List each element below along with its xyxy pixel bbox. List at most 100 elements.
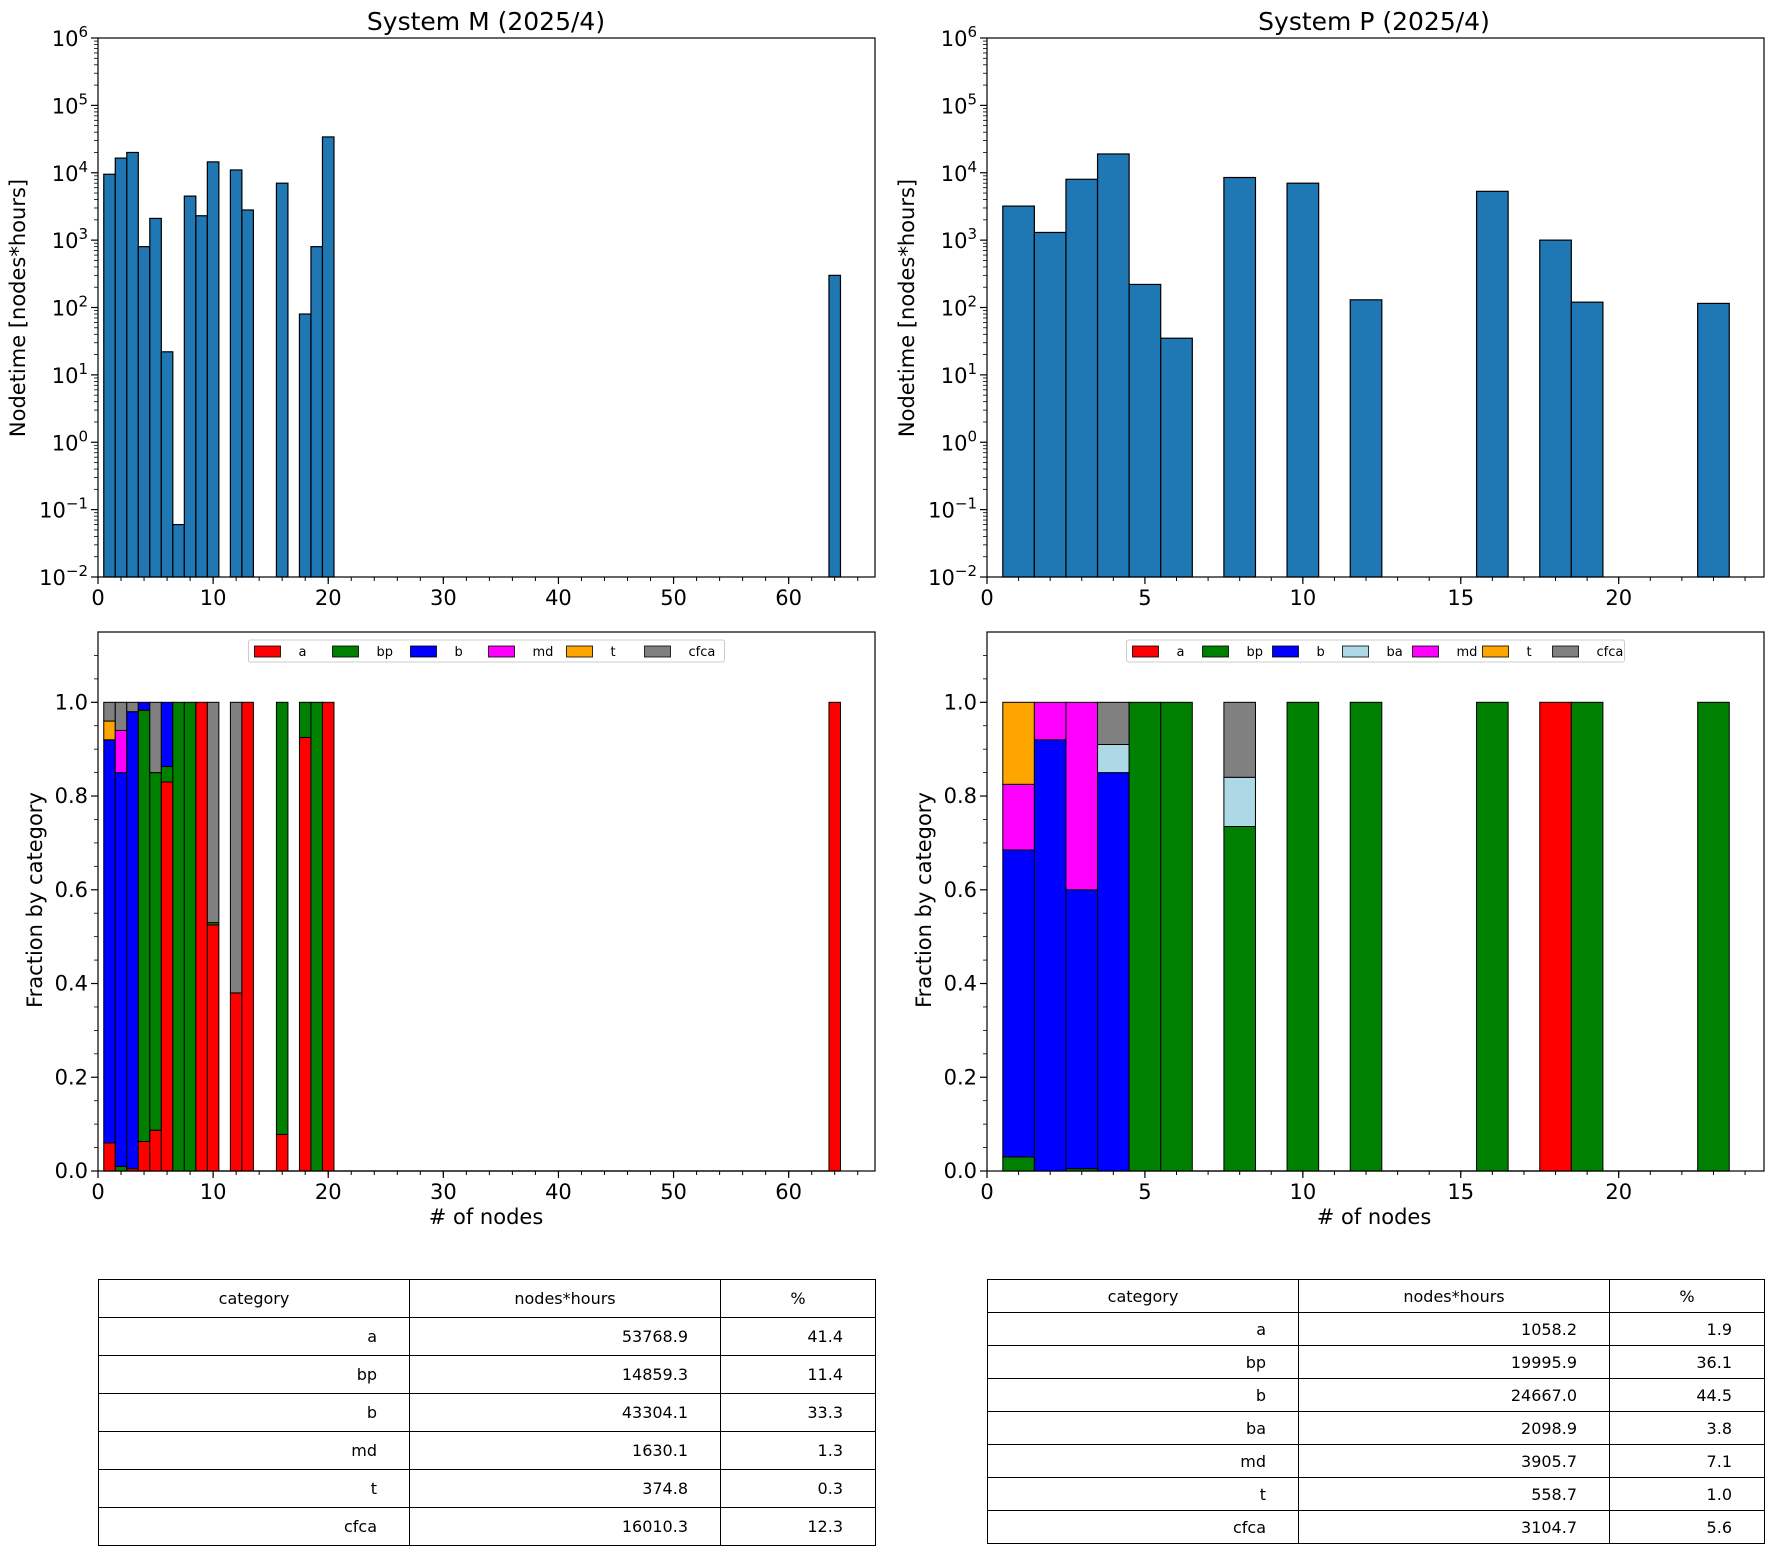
legend-label-md: md [533, 645, 554, 660]
legend-swatch-t [1482, 645, 1509, 658]
cell-nodes-hours: 2098.9 [1298, 1411, 1610, 1445]
y-label-bottom-m: Fraction by category [23, 792, 47, 1008]
bar-segment-ba [1223, 776, 1256, 828]
bar-segment-t [1002, 701, 1035, 785]
cell-category: b [98, 1393, 410, 1432]
legend-swatch-t [566, 645, 593, 658]
bar-segment-a [828, 701, 841, 1172]
bar-segment-a [206, 924, 220, 1172]
chart-title-p: System P (2025/4) [1258, 7, 1490, 36]
cell-category: md [987, 1444, 1299, 1478]
bar [126, 151, 139, 578]
legend-label-bp: bp [377, 645, 394, 660]
cell-category: a [987, 1312, 1299, 1346]
y-label-top-m: Nodetime [nodes*hours] [6, 179, 30, 437]
y-tick-label: 0.4 [55, 972, 88, 996]
cell-percent: 1.0 [1609, 1477, 1765, 1511]
cell-percent: 1.9 [1609, 1312, 1765, 1346]
table-row: md 3905.7 7.1 [987, 1444, 1765, 1478]
bar-segment-bp [310, 701, 323, 1172]
bar [172, 523, 185, 578]
x-tick-label: 0 [980, 1180, 993, 1204]
cell-category: md [98, 1431, 410, 1470]
bar-segment-bp [183, 701, 197, 1172]
legend-label-a: a [1177, 645, 1185, 660]
cell-percent: 0.3 [720, 1469, 876, 1508]
cell-category: t [987, 1477, 1299, 1511]
y-tick-label: 0.4 [944, 972, 977, 996]
bar [206, 161, 220, 578]
cell-nodes-hours: 53768.9 [409, 1317, 721, 1356]
table-row: ba 2098.9 3.8 [987, 1411, 1765, 1445]
bar-segment-bp [1476, 701, 1509, 1172]
legend-label-b: b [1317, 645, 1325, 660]
cell-nodes-hours: 558.7 [1298, 1477, 1610, 1511]
bar-segment-b [160, 701, 174, 768]
cell-nodes-hours: 43304.1 [409, 1393, 721, 1432]
bar-segment-bp [1697, 701, 1730, 1172]
y-tick-label: 0.2 [55, 1065, 88, 1089]
bar [1697, 302, 1730, 578]
cell-percent: 41.4 [720, 1317, 876, 1356]
x-tick-label: 50 [660, 586, 687, 610]
bar-segment-bp [160, 766, 174, 783]
x-tick-label: 10 [1289, 586, 1316, 610]
bar-segment-cfca [149, 701, 162, 774]
cell-nodes-hours: 3905.7 [1298, 1444, 1610, 1478]
bar-segment-cfca [126, 701, 139, 713]
legend-label-t: t [611, 645, 616, 660]
bar-segment-b [137, 701, 151, 711]
header-percent: % [720, 1279, 876, 1318]
table-row: a 1058.2 1.9 [987, 1312, 1765, 1346]
y-tick-label: 104 [52, 158, 88, 186]
cell-percent: 33.3 [720, 1393, 876, 1432]
x-tick-label: 10 [200, 1180, 227, 1204]
bar-segment-a [298, 736, 312, 1172]
legend-label-a: a [299, 645, 307, 660]
table-row: cfca 3104.7 5.6 [987, 1510, 1765, 1544]
bar-segment-bp [1349, 701, 1383, 1172]
bar-segment-a [195, 701, 208, 1172]
bar [241, 209, 254, 578]
bar-segment-b [1002, 849, 1035, 1158]
legend-swatch-md [1412, 645, 1439, 658]
y-tick-label: 106 [52, 23, 88, 51]
header-nodes-hours: nodes*hours [1298, 1279, 1610, 1313]
cell-percent: 12.3 [720, 1507, 876, 1546]
bar [1128, 283, 1162, 578]
axes-frame [986, 631, 1765, 1172]
bar [1096, 153, 1130, 578]
bar-segment-bp [1002, 1156, 1035, 1172]
legend-label-bp: bp [1247, 645, 1264, 660]
axes-frame [97, 631, 876, 1172]
x-tick-label: 60 [775, 586, 802, 610]
cell-category: ba [987, 1411, 1299, 1445]
x-tick-label: 30 [430, 1180, 457, 1204]
bar [1286, 182, 1320, 578]
x-tick-label: 20 [1605, 586, 1632, 610]
table-header-row: category nodes*hours % [987, 1279, 1765, 1313]
y-tick-label: 102 [941, 293, 977, 321]
y-tick-label: 0.2 [944, 1065, 977, 1089]
table-row: t 374.8 0.3 [98, 1469, 876, 1508]
bar-segment-t [103, 720, 116, 741]
header-percent: % [1609, 1279, 1765, 1313]
x-tick-label: 10 [200, 586, 227, 610]
y-tick-label: 101 [52, 360, 88, 388]
y-tick-label: 100 [941, 427, 977, 455]
bar-segment-bp [1128, 701, 1162, 1172]
bar-segment-cfca [1223, 701, 1256, 778]
legend-swatch-a [254, 645, 281, 658]
x-tick-label: 0 [980, 586, 993, 610]
y-tick-label: 106 [941, 23, 977, 51]
cell-category: a [98, 1317, 410, 1356]
y-tick-label: 105 [941, 90, 977, 118]
cell-category: t [98, 1469, 410, 1508]
y-tick-label: 10−2 [39, 562, 88, 590]
bar-segment-a [1539, 701, 1572, 1172]
x-tick-label: 15 [1447, 586, 1474, 610]
top-plot-m: 10−2 10−1 100 101 102 103 104 105 106 0 10 20 30 40 50… [39, 23, 876, 610]
cell-category: cfca [987, 1510, 1299, 1544]
bar-segment-md [1065, 701, 1099, 891]
bar-segment-b [1065, 889, 1099, 1170]
